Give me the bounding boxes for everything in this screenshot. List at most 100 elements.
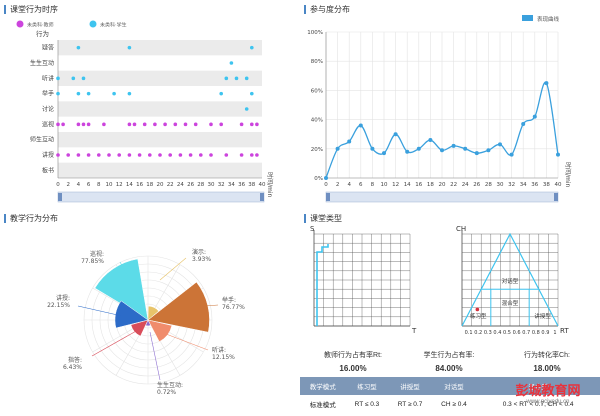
data-point — [127, 153, 132, 157]
table-cell: 标准模式 — [309, 402, 336, 409]
y-tick-label: 80% — [311, 59, 323, 65]
data-point — [153, 122, 157, 127]
rtch-tick-label: 0.2 — [474, 330, 482, 336]
table-header: 练习型 — [345, 377, 389, 395]
legend-marker — [522, 15, 533, 21]
x-tick-label: 30 — [497, 182, 504, 188]
rtch-data-point — [475, 307, 480, 312]
rose-leader-line — [149, 331, 161, 381]
rose-label-value: 0.72% — [157, 389, 176, 396]
table-row: 标准模式 RT ≤ 0.3 RT ≥ 0.7 CH ≥ 0.4 0.3 < RT… — [300, 395, 600, 413]
rtch-tick-label: 0.7 — [522, 330, 530, 336]
data-point — [393, 132, 398, 137]
row-label: 举手 — [42, 90, 54, 98]
rtch-tick-label: 0.5 — [503, 330, 511, 336]
data-point — [556, 152, 560, 157]
data-point — [66, 153, 70, 157]
legend-student-marker — [89, 20, 97, 28]
data-point — [117, 153, 121, 157]
rtch-region-label: 讲授型 — [534, 312, 551, 320]
x-tick-label: 28 — [197, 182, 204, 188]
data-point — [239, 153, 244, 157]
data-point — [142, 122, 147, 127]
row-label: 巡视 — [42, 120, 54, 128]
x-tick-label: 10 — [106, 182, 113, 188]
x-tick-label: 0 — [324, 182, 328, 188]
rose-label-name: 演示: — [192, 248, 206, 256]
x-tick-label: 32 — [218, 182, 225, 188]
x-tick-label: 40 — [555, 182, 562, 188]
data-point — [544, 81, 549, 86]
rtch-tick-label: 0.3 — [484, 330, 492, 336]
data-point — [56, 122, 60, 127]
row-band — [58, 40, 262, 56]
rose-sector — [147, 319, 173, 343]
watermark-main: 彭城教育网 — [515, 383, 581, 398]
x-tick-label: 20 — [439, 182, 446, 188]
x-tick-label: 36 — [238, 182, 245, 188]
rtch-x-label: RT — [560, 327, 569, 335]
rose-label-value: 3.93% — [192, 256, 211, 263]
data-point — [76, 122, 81, 127]
participation-scrollbar — [325, 191, 559, 203]
row-band — [58, 162, 262, 178]
rtch-region-label: 对话型 — [502, 277, 519, 285]
legend-student-label: 未类科·学生 — [100, 22, 127, 29]
rose-label-name: 讲授: — [56, 294, 70, 302]
data-point — [234, 76, 239, 81]
data-point — [463, 146, 468, 151]
x-tick-label: 20 — [157, 182, 164, 188]
rose-sector — [94, 258, 149, 321]
x-tick-label: 8 — [97, 182, 101, 188]
row-label: 听讲 — [42, 74, 54, 82]
x-tick-label: 18 — [427, 182, 434, 188]
scroll-handle-left — [326, 193, 330, 201]
data-point — [474, 151, 479, 156]
watermark-sub: www.pcjyedu.cn — [526, 399, 570, 405]
data-point — [250, 91, 254, 96]
scroll-handle-right — [554, 193, 558, 201]
table-header-row: 教学模式 练习型 讲授型 对话型 混合型 — [300, 377, 600, 395]
table-header: 教学模式 — [300, 377, 346, 395]
table-header: 混合型 — [476, 377, 600, 395]
x-tick-label: 24 — [177, 182, 184, 188]
data-point — [239, 122, 244, 127]
data-point — [183, 122, 188, 127]
x-tick-label: 4 — [77, 182, 81, 188]
st-curve — [316, 244, 329, 326]
participation-title: 参与度分布 — [304, 4, 350, 15]
data-point — [219, 91, 223, 96]
timeline-scrollbar — [57, 191, 265, 203]
data-point — [428, 138, 433, 143]
rose-leader-line — [91, 329, 139, 357]
data-point — [347, 139, 352, 144]
data-point — [76, 153, 81, 157]
rose-sector — [147, 305, 160, 321]
x-tick-label: 22 — [450, 182, 457, 188]
rose-leader-line — [119, 261, 129, 277]
row-label: 讨论 — [42, 105, 54, 113]
timeline-title: 课堂行为时序 — [4, 4, 58, 15]
data-point — [148, 153, 152, 157]
data-point — [486, 148, 491, 153]
modes-table: 教学模式 练习型 讲授型 对话型 混合型 标准模式 RT ≤ 0.3 RT ≥ … — [300, 377, 600, 413]
x-tick-label: 24 — [462, 182, 469, 188]
data-point — [76, 45, 81, 50]
data-point — [244, 107, 249, 111]
rose-label-name: 指答: — [68, 356, 82, 364]
data-point — [61, 122, 65, 127]
x-tick-label: 14 — [404, 182, 411, 188]
x-tick-label: 34 — [228, 182, 235, 188]
data-point — [56, 153, 60, 157]
data-point — [382, 151, 386, 156]
classtype-title: 课堂类型 — [304, 213, 342, 224]
x-tick-label: 2 — [66, 182, 70, 188]
teaching-rose-chart: 巡视:77.85% 演示:3.93% 举手:76.77% 听讲:12.15% 生生互动:… — [47, 248, 245, 396]
x-tick-label: 0 — [56, 182, 60, 188]
rose-label-name: 巡视: — [90, 250, 104, 258]
data-point — [224, 76, 229, 81]
data-point — [498, 142, 502, 147]
data-point — [358, 123, 363, 128]
rtch-tick-label: 0.6 — [513, 330, 521, 336]
